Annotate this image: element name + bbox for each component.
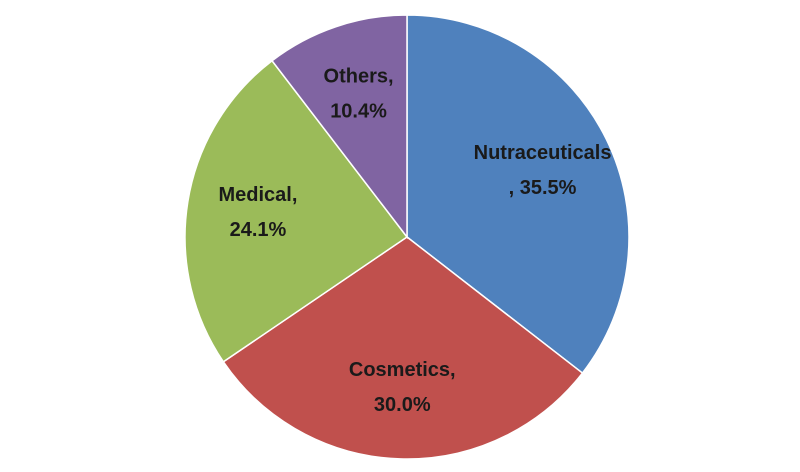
- slice-label: Others,: [324, 65, 394, 87]
- pie-slice: [184, 59, 409, 363]
- slice-label: Nutraceuticals: [474, 142, 612, 164]
- slice-label: Cosmetics,: [349, 359, 456, 381]
- pie-slice: [222, 236, 584, 460]
- slice-value-label: , 35.5%: [509, 177, 577, 199]
- pie-slice: [406, 14, 630, 375]
- pie-slice: [270, 14, 408, 240]
- slice-value-label: 10.4%: [330, 100, 387, 122]
- slice-label: Medical,: [219, 184, 298, 206]
- slice-value-label: 24.1%: [230, 219, 287, 241]
- slice-value-label: 30.0%: [374, 394, 431, 416]
